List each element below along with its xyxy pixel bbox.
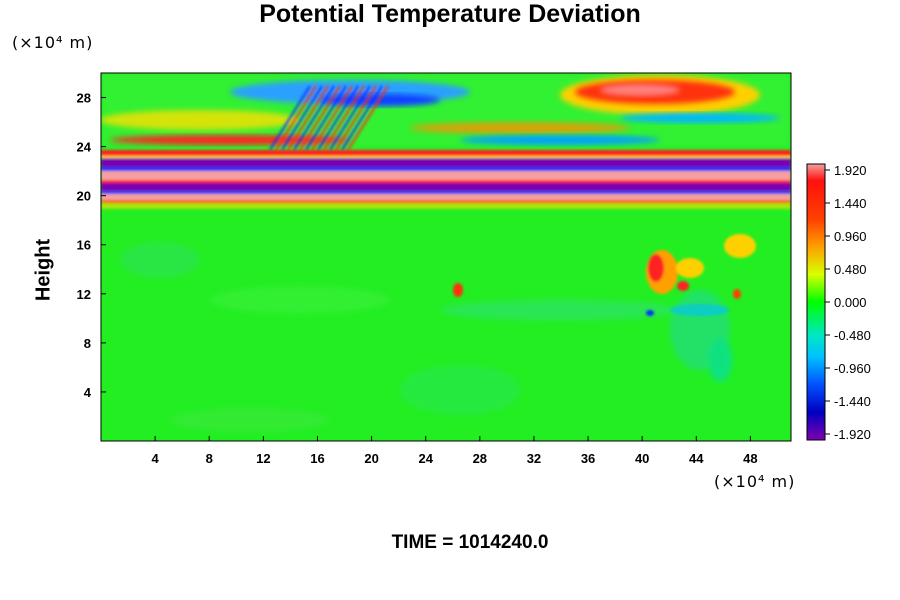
wave-stripe [310, 85, 354, 151]
y-axis-ticks: 4 8 12 16 20 24 28 [77, 91, 106, 400]
colorbar-tick-label: 1.440 [834, 196, 867, 211]
chart-title: Potential Temperature Deviation [259, 0, 641, 28]
colorbar-tick-label: 0.960 [834, 229, 867, 244]
x-axis-ticks: 4 8 12 16 20 24 28 32 36 40 44 48 [152, 436, 758, 466]
x-tick-label: 32 [527, 451, 541, 466]
wave-stripe [322, 85, 366, 151]
x-tick-label: 48 [743, 451, 757, 466]
wave-stripe [316, 85, 360, 151]
y-tick-label: 16 [77, 238, 91, 253]
colorbar-tick-label: -1.440 [834, 394, 871, 409]
y-tick-label: 4 [84, 385, 92, 400]
wave-stripe [334, 85, 378, 151]
y-tick-label: 24 [77, 140, 92, 155]
wave-stripe [280, 85, 324, 151]
x-tick-label: 12 [256, 451, 270, 466]
y-axis-unit: (×10⁴ m) [12, 33, 94, 52]
colorbar-tick-label: -0.480 [834, 328, 871, 343]
colorbar-tick-label: 0.000 [834, 295, 867, 310]
time-label: TIME = 1014240.0 [391, 532, 549, 553]
wave-stripe [298, 85, 342, 151]
wave-stripe [268, 85, 312, 151]
x-tick-label: 16 [310, 451, 324, 466]
plot-frame [100, 72, 792, 442]
wave-stripe [340, 85, 384, 151]
colorbar-ticks: 1.920 1.440 0.960 0.480 0.000 -0.480 -0.960 -1.… [825, 163, 871, 442]
colorbar-tick-label: 0.480 [834, 262, 867, 277]
heatmap-field [101, 73, 791, 441]
x-tick-label: 4 [152, 451, 160, 466]
x-axis-unit: (×10⁴ m) [714, 472, 796, 491]
x-tick-label: 40 [635, 451, 649, 466]
colorbar-tick-label: -1.920 [834, 427, 871, 442]
y-tick-label: 12 [77, 287, 91, 302]
y-tick-label: 28 [77, 91, 91, 106]
x-tick-label: 8 [206, 451, 213, 466]
y-tick-label: 8 [84, 336, 91, 351]
wave-stripe [274, 85, 318, 151]
wave-stripe [292, 85, 336, 151]
x-tick-label: 44 [689, 451, 704, 466]
colorbar-tick-label: -0.960 [834, 361, 871, 376]
x-tick-label: 36 [581, 451, 595, 466]
x-tick-label: 24 [418, 451, 433, 466]
wave-stripe [304, 85, 348, 151]
colorbar [806, 163, 826, 441]
wave-stripe [346, 85, 390, 151]
x-tick-label: 28 [473, 451, 487, 466]
wave-stripe [328, 85, 372, 151]
wave-stripe [286, 85, 330, 151]
colorbar-tick-label: 1.920 [834, 163, 867, 178]
y-tick-label: 20 [77, 189, 91, 204]
x-tick-label: 20 [364, 451, 378, 466]
